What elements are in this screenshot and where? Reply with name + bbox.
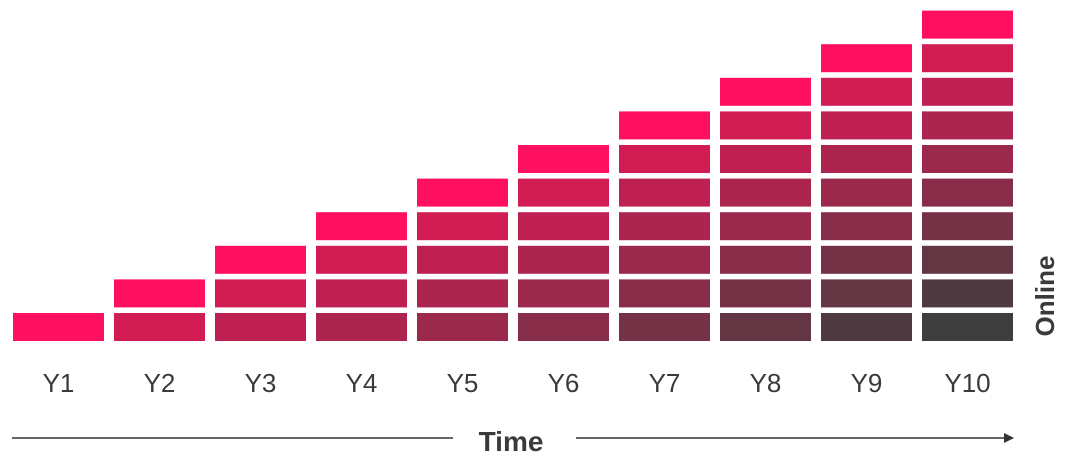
bar-block-y4-2 xyxy=(316,279,407,308)
bar-block-y5-4 xyxy=(417,212,508,241)
x-tick-label: Y8 xyxy=(750,368,782,398)
bar-block-y6-1 xyxy=(518,313,609,341)
bar-block-y7-5 xyxy=(619,178,710,207)
bar-block-y9-6 xyxy=(821,145,912,173)
bar-block-y8-6 xyxy=(720,145,811,173)
x-tick-label: Y7 xyxy=(649,368,681,398)
x-tick-label: Y1 xyxy=(43,368,75,398)
bar-block-y10-8 xyxy=(922,77,1013,106)
y-axis-label: Online xyxy=(1030,256,1060,337)
bar-block-y8-3 xyxy=(720,245,811,274)
bar-block-y7-2 xyxy=(619,279,710,308)
bar-block-y10-6 xyxy=(922,145,1013,173)
x-tick-label: Y2 xyxy=(144,368,176,398)
bar-block-y10-4 xyxy=(922,212,1013,241)
bar-block-y5-1 xyxy=(417,313,508,341)
bar-block-y9-7 xyxy=(821,111,912,140)
bar-block-y6-3 xyxy=(518,245,609,274)
bar-block-y9-4 xyxy=(821,212,912,241)
bar-block-y6-4 xyxy=(518,212,609,241)
bar-block-y5-2 xyxy=(417,279,508,308)
x-tick-label: Y6 xyxy=(548,368,580,398)
bar-block-y4-1 xyxy=(316,313,407,341)
bar-block-y10-3 xyxy=(922,245,1013,274)
bar-block-y3-2 xyxy=(215,279,306,308)
x-tick-labels: Y1 Y2 Y3 Y4 Y5 Y6 Y7 Y8 Y9 Y10 xyxy=(43,368,991,398)
bars-layer xyxy=(13,10,1013,341)
bar-block-y4-4 xyxy=(316,212,407,241)
bar-block-y9-3 xyxy=(821,245,912,274)
bar-block-y8-7 xyxy=(720,111,811,140)
bar-block-y8-4 xyxy=(720,212,811,241)
x-tick-label: Y3 xyxy=(245,368,277,398)
x-axis-label: Time xyxy=(479,426,544,457)
bar-block-y8-5 xyxy=(720,178,811,207)
x-tick-label: Y10 xyxy=(944,368,990,398)
bar-block-y10-10 xyxy=(922,10,1013,39)
bar-block-y8-2 xyxy=(720,279,811,308)
bar-block-y9-1 xyxy=(821,313,912,341)
bar-block-y7-4 xyxy=(619,212,710,241)
bar-block-y10-1 xyxy=(922,313,1013,341)
bar-block-y7-6 xyxy=(619,145,710,173)
bar-block-y10-7 xyxy=(922,111,1013,140)
bar-block-y9-5 xyxy=(821,178,912,207)
bar-block-y6-6 xyxy=(518,145,609,173)
bar-block-y7-3 xyxy=(619,245,710,274)
bar-block-y9-2 xyxy=(821,279,912,308)
bar-block-y7-1 xyxy=(619,313,710,341)
bar-block-y9-9 xyxy=(821,44,912,73)
x-tick-label: Y4 xyxy=(346,368,378,398)
bar-block-y7-7 xyxy=(619,111,710,140)
bar-block-y9-8 xyxy=(821,77,912,106)
x-tick-label: Y5 xyxy=(447,368,479,398)
bar-block-y5-3 xyxy=(417,245,508,274)
bar-block-y6-2 xyxy=(518,279,609,308)
bar-block-y10-2 xyxy=(922,279,1013,308)
bar-block-y6-5 xyxy=(518,178,609,207)
bar-block-y4-3 xyxy=(316,245,407,274)
bar-block-y8-8 xyxy=(720,77,811,106)
bar-block-y10-9 xyxy=(922,44,1013,73)
bar-block-y8-1 xyxy=(720,313,811,341)
bar-block-y2-2 xyxy=(114,279,205,308)
bar-block-y1-1 xyxy=(13,313,104,341)
bar-block-y5-5 xyxy=(417,178,508,207)
x-tick-label: Y9 xyxy=(851,368,883,398)
bar-block-y3-3 xyxy=(215,245,306,274)
bar-block-y3-1 xyxy=(215,313,306,341)
bar-block-y10-5 xyxy=(922,178,1013,207)
bar-block-y2-1 xyxy=(114,313,205,341)
